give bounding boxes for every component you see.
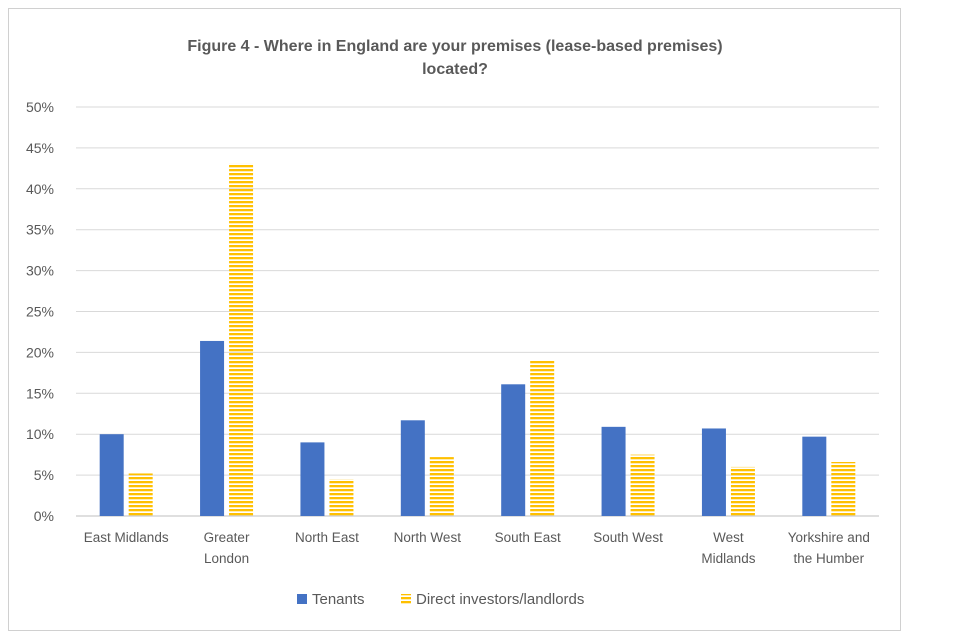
y-tick-label: 45% [26,140,54,156]
y-tick-label: 5% [34,467,54,483]
bar-tenants-south-west [601,426,626,516]
legend-swatch-investors [401,594,411,604]
x-category-label: Midlands [701,551,755,566]
legend: Tenants Direct investors/landlords [297,591,584,608]
x-category-label: East Midlands [84,530,169,545]
bar-investors-greater-london [229,163,254,516]
y-tick-label: 15% [26,385,54,401]
bar-tenants-south-east [501,384,526,516]
x-category-label: the Humber [794,551,865,566]
bars [99,163,856,516]
y-tick-label: 25% [26,304,54,320]
y-tick-label: 50% [26,99,54,115]
x-category-label: London [204,551,249,566]
bar-tenants-east-midlands [99,434,124,516]
x-axis-category-labels: East Midlands Greater London North East Nort… [84,530,870,566]
bar-investors-south-east [530,359,555,516]
y-tick-label: 0% [34,508,54,524]
y-tick-label: 20% [26,344,54,360]
x-category-label: North East [295,530,359,545]
y-tick-label: 10% [26,426,54,442]
x-category-label: South West [593,530,663,545]
x-category-label: Greater [204,530,250,545]
chart-frame: Figure 4 - Where in England are your pre… [8,8,901,631]
chart-title-line-2: located? [422,61,488,78]
bar-investors-east-midlands [128,473,153,516]
legend-label-tenants: Tenants [312,591,365,608]
x-category-label: South East [495,530,561,545]
bar-investors-north-east [329,479,354,516]
bar-tenants-yorkshire-and-the-humber [802,436,827,516]
bar-tenants-west-midlands [701,428,726,516]
legend-label-investors: Direct investors/landlords [416,591,584,608]
x-category-label: North West [394,530,462,545]
bar-tenants-north-east [300,442,325,516]
y-tick-label: 35% [26,222,54,238]
legend-swatch-tenants [297,594,307,604]
y-tick-label: 30% [26,263,54,279]
x-category-label: West [713,530,744,545]
y-axis-tick-labels: 0% 5% 10% 15% 20% 25% 30% 35% 40% 45% 50% [26,99,54,524]
bar-investors-south-west [630,454,655,516]
x-category-label: Yorkshire and [788,530,870,545]
y-tick-label: 40% [26,181,54,197]
bar-chart: Figure 4 - Where in England are your pre… [26,38,879,608]
bar-tenants-north-west [400,420,425,516]
bar-tenants-greater-london [200,340,225,516]
chart-title: Figure 4 - Where in England are your pre… [187,38,722,78]
chart-title-line-1: Figure 4 - Where in England are your pre… [187,38,722,55]
bar-investors-west-midlands [730,466,755,516]
gridlines [76,106,879,517]
bar-investors-north-west [429,457,454,516]
bar-investors-yorkshire-and-the-humber [831,462,856,516]
